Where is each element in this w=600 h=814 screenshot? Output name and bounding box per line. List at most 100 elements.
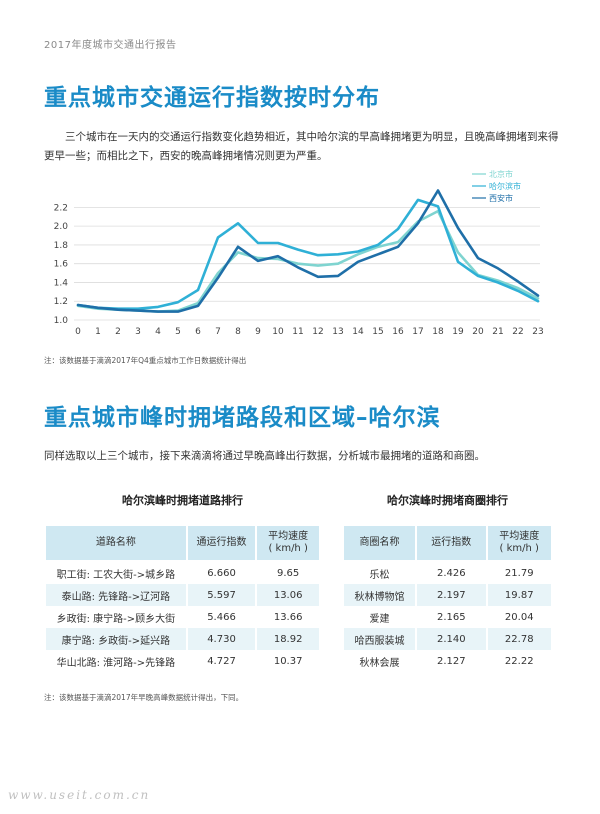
road-speed: 13.06 — [255, 584, 321, 606]
districts-header-index: 运行指数 — [415, 524, 488, 562]
x-tick-label: 6 — [195, 327, 201, 337]
districts-header-speed-line1: 平均速度 — [499, 531, 540, 542]
y-tick-label: 1.4 — [54, 278, 69, 288]
x-tick-label: 18 — [432, 327, 444, 337]
table-row: 乐松 2.426 21.79 — [341, 561, 553, 584]
road-speed: 13.66 — [255, 606, 321, 628]
district-speed: 22.78 — [485, 628, 553, 650]
x-tick-label: 22 — [512, 327, 523, 337]
y-tick-label: 1.0 — [54, 316, 69, 326]
district-name: 秋林会展 — [341, 650, 418, 672]
x-tick-label: 0 — [75, 327, 81, 337]
district-name: 乐松 — [341, 561, 418, 584]
x-tick-label: 10 — [272, 327, 284, 337]
table-row: 爱建 2.165 20.04 — [341, 606, 553, 628]
districts-table-title: 哈尔滨峰时拥堵商圈排行 — [387, 494, 508, 507]
x-tick-label: 17 — [412, 327, 423, 337]
traffic-index-line-chart: 1.01.21.41.61.82.02.2 0 1 2 3 4 5 6 7 8 9 10 11 12 13… — [54, 169, 544, 337]
chart-x-axis: 0 1 2 3 4 5 6 7 8 9 10 11 12 13 14 15 16 17 18 19 20 21 22 23 — [75, 327, 544, 337]
road-speed: 9.65 — [255, 561, 321, 584]
x-tick-label: 7 — [215, 327, 221, 337]
y-tick-label: 1.6 — [54, 260, 69, 270]
report-header-title: 2017年度城市交通出行报告 — [44, 40, 177, 51]
road-name: 职工街: 工农大街->城乡路 — [44, 561, 188, 584]
district-index: 2.426 — [415, 561, 488, 584]
x-tick-label: 12 — [312, 327, 323, 337]
district-index: 2.140 — [415, 628, 488, 650]
section-title-traffic-index: 重点城市交通运行指数按时分布 — [44, 85, 380, 111]
road-speed: 10.37 — [255, 650, 321, 672]
road-name: 华山北路: 淮河路->先锋路 — [44, 650, 188, 672]
districts-header-speed-line2: ( km/h ) — [499, 543, 539, 554]
district-speed: 20.04 — [485, 606, 553, 628]
x-tick-label: 13 — [332, 327, 343, 337]
district-name: 爱建 — [341, 606, 418, 628]
table-row: 职工街: 工农大街->城乡路 6.660 9.65 — [44, 561, 321, 584]
y-tick-label: 2.2 — [54, 203, 68, 213]
roads-header-index: 通运行指数 — [185, 524, 258, 562]
table-row: 秋林会展 2.127 22.22 — [341, 650, 553, 672]
x-tick-label: 15 — [372, 327, 383, 337]
x-tick-label: 21 — [492, 327, 503, 337]
x-tick-label: 4 — [155, 327, 161, 337]
x-tick-label: 14 — [352, 327, 364, 337]
legend-label: 西安市 — [489, 193, 513, 203]
roads-header-speed-line1: 平均速度 — [268, 531, 309, 542]
road-index: 6.660 — [185, 561, 258, 584]
x-tick-label: 16 — [392, 327, 404, 337]
section-title-harbin-congestion: 重点城市峰时拥堵路段和区域–哈尔滨 — [44, 405, 441, 431]
districts-header-speed: 平均速度 ( km/h ) — [485, 524, 553, 562]
districts-table: 商圈名称 运行指数 平均速度 ( km/h ) 乐松 2.426 21.79 秋… — [341, 524, 553, 672]
roads-table-title: 哈尔滨峰时拥堵道路排行 — [122, 494, 243, 507]
district-speed: 19.87 — [485, 584, 553, 606]
x-tick-label: 2 — [115, 327, 121, 337]
legend-label: 哈尔滨市 — [489, 181, 521, 191]
x-tick-label: 9 — [255, 327, 261, 337]
tables-note: 注：该数据基于滴滴2017年早晚高峰数据统计得出，下同。 — [44, 693, 244, 702]
road-index: 4.730 — [185, 628, 258, 650]
road-index: 5.597 — [185, 584, 258, 606]
section-paragraph-traffic-index: 三个城市在一天内的交通运行指数变化趋势相近，其中哈尔滨的早高峰拥堵更为明显，且晚… — [44, 131, 559, 162]
y-tick-label: 1.2 — [54, 297, 68, 307]
series-line-2 — [76, 189, 540, 313]
table-row: 乡政街: 康宁路->顾乡大街 5.466 13.66 — [44, 606, 321, 628]
district-index: 2.197 — [415, 584, 488, 606]
roads-header-speed-line2: ( km/h ) — [268, 543, 308, 554]
district-speed: 21.79 — [485, 561, 553, 584]
district-speed: 22.22 — [485, 650, 553, 672]
x-tick-label: 1 — [95, 327, 101, 337]
road-name: 乡政街: 康宁路->顾乡大街 — [44, 606, 188, 628]
x-tick-label: 8 — [235, 327, 241, 337]
table-row: 哈西服装城 2.140 22.78 — [341, 628, 553, 650]
road-index: 5.466 — [185, 606, 258, 628]
roads-table: 道路名称 通运行指数 平均速度 ( km/h ) 职工街: 工农大街->城乡路 … — [44, 524, 321, 672]
road-index: 4.727 — [185, 650, 258, 672]
road-name: 康宁路: 乡政街->延兴路 — [44, 628, 188, 650]
watermark: www.useit.com.cn — [8, 788, 151, 802]
x-tick-label: 23 — [532, 327, 543, 337]
roads-header-name: 道路名称 — [44, 524, 188, 562]
x-tick-label: 19 — [452, 327, 464, 337]
y-tick-label: 1.8 — [54, 241, 69, 251]
district-index: 2.165 — [415, 606, 488, 628]
chart-series-lines — [76, 189, 540, 313]
x-tick-label: 5 — [175, 327, 181, 337]
districts-header-name: 商圈名称 — [341, 524, 418, 562]
roads-header-speed: 平均速度 ( km/h ) — [255, 524, 321, 562]
section-paragraph-harbin: 同样选取以上三个城市，接下来滴滴将通过早晚高峰出行数据，分析城市最拥堵的道路和商… — [44, 450, 485, 462]
table-row: 康宁路: 乡政街->延兴路 4.730 18.92 — [44, 628, 321, 650]
table-row: 泰山路: 先锋路->辽河路 5.597 13.06 — [44, 584, 321, 606]
x-tick-label: 3 — [135, 327, 141, 337]
district-name: 哈西服装城 — [341, 628, 418, 650]
district-index: 2.127 — [415, 650, 488, 672]
chart-note: 注：该数据基于滴滴2017年Q4重点城市工作日数据统计得出 — [44, 356, 247, 365]
road-name: 泰山路: 先锋路->辽河路 — [44, 584, 188, 606]
table-row: 秋林博物馆 2.197 19.87 — [341, 584, 553, 606]
x-tick-label: 11 — [292, 327, 303, 337]
legend-label: 北京市 — [489, 169, 513, 179]
x-tick-label: 20 — [472, 327, 484, 337]
series-line-1 — [76, 198, 540, 310]
table-row: 华山北路: 淮河路->先锋路 4.727 10.37 — [44, 650, 321, 672]
road-speed: 18.92 — [255, 628, 321, 650]
